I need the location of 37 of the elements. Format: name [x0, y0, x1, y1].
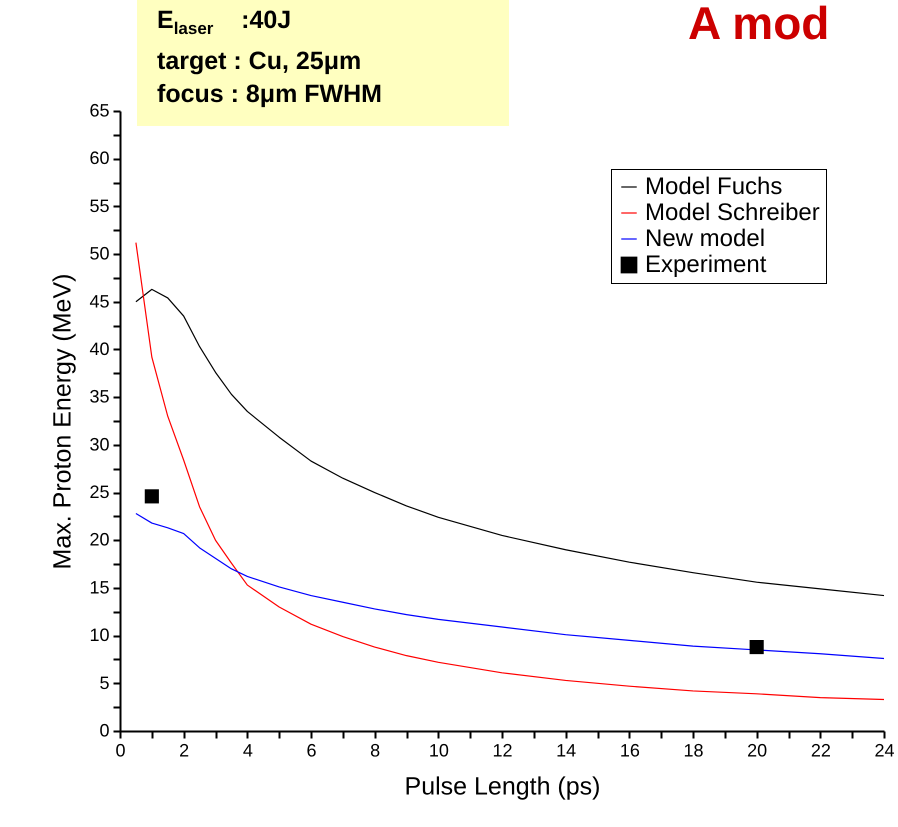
- y-tick-label: 60: [89, 148, 110, 168]
- x-axis-title: Pulse Length (ps): [404, 772, 600, 800]
- x-tick-label: 24: [874, 740, 895, 760]
- y-tick-label: 65: [89, 100, 110, 120]
- x-tick-label: 12: [492, 740, 513, 760]
- x-tick-label: 2: [179, 740, 190, 760]
- y-tick-label: 20: [89, 530, 110, 550]
- line-series: [135, 288, 885, 596]
- y-tick-label: 25: [89, 482, 110, 502]
- x-tick-label: 4: [242, 740, 253, 760]
- y-tick-label: 15: [89, 577, 110, 598]
- x-tick-label: 14: [556, 740, 576, 760]
- y-tick-label: 35: [89, 386, 110, 407]
- line-series: [135, 512, 885, 660]
- x-tick-label: 0: [115, 740, 126, 760]
- y-tick-label: 50: [89, 244, 110, 264]
- x-tick-label: 6: [306, 740, 317, 760]
- x-tick-label: 20: [747, 740, 768, 760]
- legend-label: Model Fuchs: [645, 173, 782, 200]
- x-tick-label: 18: [683, 740, 704, 760]
- legend-label: Model Schreiber: [645, 199, 820, 226]
- x-tick-label: 8: [370, 740, 380, 760]
- y-tick-label: 40: [89, 338, 110, 359]
- y-axis-title: Max. Proton Energy (MeV): [48, 274, 76, 570]
- legend-label: New model: [645, 225, 766, 252]
- text-box: E$_{laser}$ :40J target : Cu, 25μm focus : 8μm FWHM: [137, 0, 509, 126]
- x-tick-label: 10: [428, 740, 449, 760]
- x-tick-label: 22: [810, 740, 831, 760]
- y-tick-label: 10: [89, 625, 110, 646]
- legend-label: Experiment: [645, 251, 767, 278]
- y-tick-label: 5: [99, 672, 110, 693]
- y-tick-label: 45: [89, 291, 110, 312]
- x-tick-label: 16: [620, 740, 640, 760]
- y-tick-label: 30: [89, 434, 110, 454]
- chart-title: A mod: [688, 0, 830, 50]
- y-tick-label: 0: [99, 720, 110, 740]
- y-tick-label: 55: [89, 196, 110, 216]
